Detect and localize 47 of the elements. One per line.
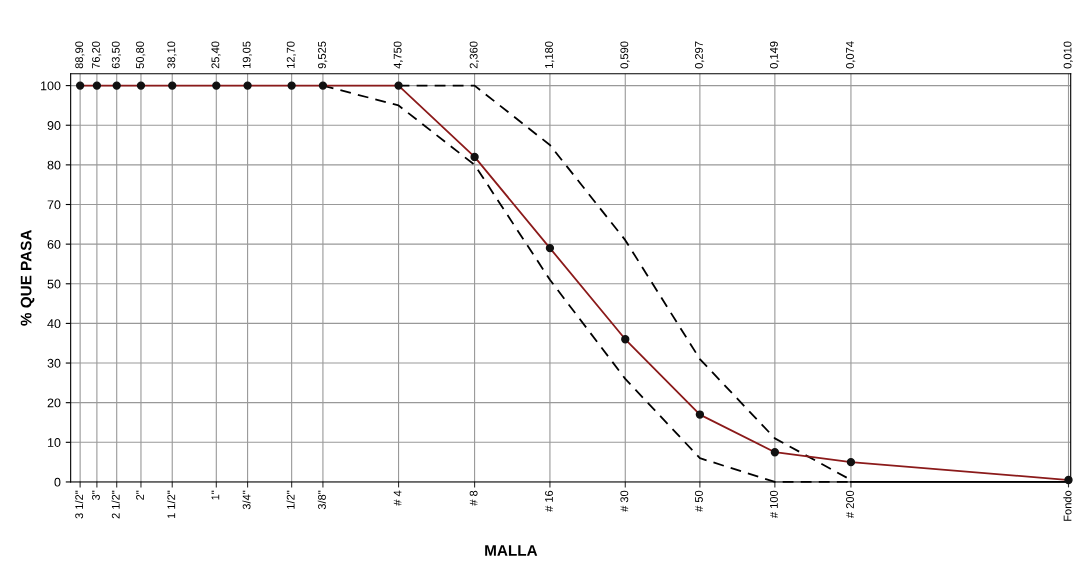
text: 2" [136, 490, 144, 500]
x-tick-label: 0,590 [620, 41, 630, 69]
y-tick-label: 70 [47, 200, 61, 210]
x-tick-label: 1,180 [545, 41, 555, 68]
text: # 16 [545, 490, 553, 512]
x-tick-label: 9,525 [318, 41, 328, 69]
text: 3/8" [317, 490, 326, 510]
text: # 4 [393, 490, 402, 506]
text: 3 1/2" [74, 490, 84, 519]
text: 1/2" [286, 490, 295, 509]
x-axis-title: MALLA [485, 545, 538, 556]
y-tick-label: 0 [54, 477, 61, 487]
text: 1 1/2" [167, 490, 176, 519]
y-tick-label: 10 [47, 438, 61, 447]
y-tick-label: 90 [47, 121, 61, 130]
y-tick-label: 40 [47, 319, 61, 329]
x-tick-label: 38,10 [167, 41, 177, 69]
x-tick-label: 63,50 [111, 41, 121, 69]
text: 3" [92, 490, 100, 500]
x-tick-label: 2,360 [469, 41, 479, 69]
x-tick-label: 12,70 [286, 41, 296, 68]
x-tick-label: 4,750 [393, 41, 403, 69]
text: # 8 [469, 490, 478, 506]
text: # 100 [769, 490, 778, 519]
text: Fondo [1063, 490, 1072, 521]
text: # 200 [846, 490, 854, 519]
x-tick-label: 50,80 [136, 41, 146, 69]
x-tick-label: 88,90 [75, 41, 85, 69]
text: 1" [211, 490, 220, 500]
x-tick-label: 19,05 [242, 41, 252, 68]
x-tick-label: 76,20 [92, 41, 102, 69]
x-tick-label: 0,010 [1063, 41, 1073, 69]
y-axis-title: % QUE PASA [20, 229, 35, 326]
y-tick-label: 100 [41, 81, 61, 91]
text: 2 1/2" [111, 490, 120, 519]
text: 3/4" [242, 490, 251, 510]
y-tick-label: 20 [47, 398, 61, 408]
x-tick-label: 25,40 [211, 41, 221, 69]
y-tick-label: 50 [47, 279, 61, 289]
y-tick-label: 30 [47, 358, 61, 368]
text: # 30 [620, 490, 629, 512]
x-tick-label: 0,149 [769, 41, 780, 69]
text: # 50 [695, 490, 703, 512]
x-tick-label: 0,297 [695, 41, 705, 69]
y-tick-label: 80 [47, 160, 61, 170]
x-tick-label: 0,074 [846, 41, 856, 69]
y-tick-label: 60 [47, 239, 61, 249]
